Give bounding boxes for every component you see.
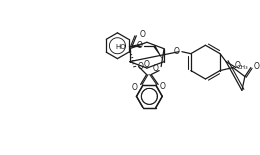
Text: O: O	[132, 83, 138, 92]
Text: O: O	[139, 30, 145, 39]
Text: O: O	[174, 47, 180, 56]
Text: O: O	[138, 62, 144, 71]
Text: HO: HO	[115, 44, 126, 50]
Text: O: O	[152, 64, 158, 73]
Polygon shape	[129, 42, 147, 48]
Text: O: O	[254, 62, 260, 71]
Text: O: O	[136, 41, 142, 50]
Text: O: O	[235, 61, 241, 70]
Text: O: O	[144, 60, 150, 69]
Text: O: O	[160, 82, 166, 91]
Text: CH₃: CH₃	[237, 65, 249, 70]
Polygon shape	[153, 45, 164, 62]
